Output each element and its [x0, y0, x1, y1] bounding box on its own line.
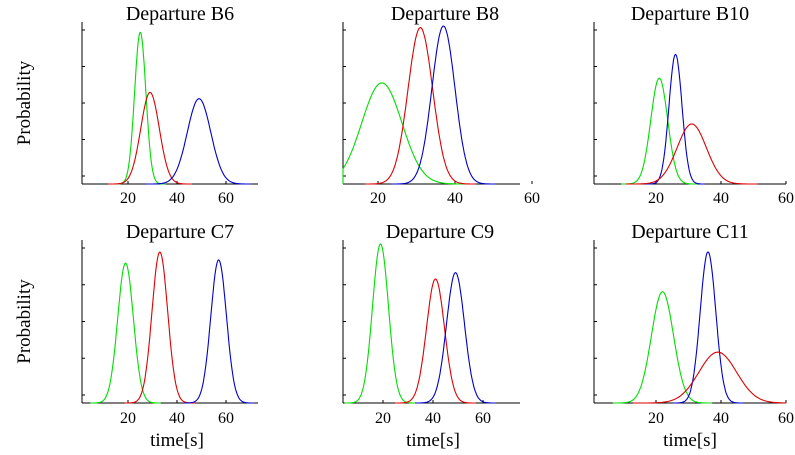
- series-line-2: [395, 278, 476, 404]
- x-axis-label: time[s]: [406, 430, 460, 451]
- series-line-3: [146, 98, 252, 185]
- series-line-1: [621, 77, 698, 185]
- x-tick-label: 40: [713, 190, 729, 207]
- series-line-3: [415, 271, 496, 404]
- series-line-2: [672, 251, 744, 404]
- x-tick-label: 60: [778, 410, 794, 427]
- x-axis-label: time[s]: [663, 430, 717, 451]
- series-line-3: [625, 123, 758, 185]
- x-tick-label: 60: [218, 190, 234, 207]
- series-line-3: [391, 25, 496, 185]
- x-axis-label: time[s]: [150, 430, 204, 451]
- series-line-2: [364, 27, 476, 185]
- chart-title: Departure C9: [386, 221, 494, 243]
- x-tick-label: 20: [648, 410, 664, 427]
- x-tick-label: 60: [524, 190, 540, 207]
- y-axis-label: Probability: [14, 60, 35, 145]
- x-tick-label: 40: [425, 410, 441, 427]
- y-axis-label: Probability: [14, 279, 35, 364]
- x-tick-label: 20: [370, 190, 386, 207]
- x-tick-label: 40: [169, 410, 185, 427]
- x-tick-label: 40: [169, 190, 185, 207]
- series-line-1: [612, 291, 713, 404]
- x-tick-label: 60: [218, 410, 234, 427]
- x-tick-label: 60: [475, 410, 491, 427]
- chart-title: Departure B10: [631, 3, 749, 25]
- x-tick-label: 40: [447, 190, 463, 207]
- chart-title: Departure B6: [126, 3, 234, 25]
- series-line-2: [124, 251, 196, 404]
- series-line-1: [114, 31, 166, 185]
- x-tick-label: 20: [120, 190, 136, 207]
- x-tick-label: 20: [120, 410, 136, 427]
- chart-panel-5: 20 40 60 Departure C9 time[s]: [342, 221, 520, 451]
- chart-title: Departure C11: [631, 221, 749, 243]
- chart-panel-3: 20 40 60 Departure B10: [593, 3, 794, 207]
- chart-panel-4: 20 40 60 Departure C7 Probability time[s]: [14, 221, 258, 451]
- series-line-1: [90, 262, 161, 404]
- x-tick-label: 20: [648, 190, 664, 207]
- series-line-1: [344, 243, 417, 404]
- chart-panel-1: 20 40 60 Departure B6 Probability: [14, 3, 258, 207]
- series-line-2: [108, 91, 192, 185]
- x-tick-label: 40: [713, 410, 729, 427]
- series-line-3: [632, 351, 787, 404]
- series-line-3: [183, 259, 254, 404]
- chart-title: Departure C7: [126, 221, 234, 243]
- x-tick-label: 20: [375, 410, 391, 427]
- series-line-1: [342, 82, 472, 185]
- chart-panel-2: 20 40 60 Departure B8: [342, 3, 540, 207]
- chart-title: Departure B8: [391, 3, 499, 25]
- x-tick-label: 60: [778, 190, 794, 207]
- chart-panel-6: 20 40 60 Departure C11 time[s]: [593, 221, 794, 451]
- series-line-2: [646, 53, 705, 185]
